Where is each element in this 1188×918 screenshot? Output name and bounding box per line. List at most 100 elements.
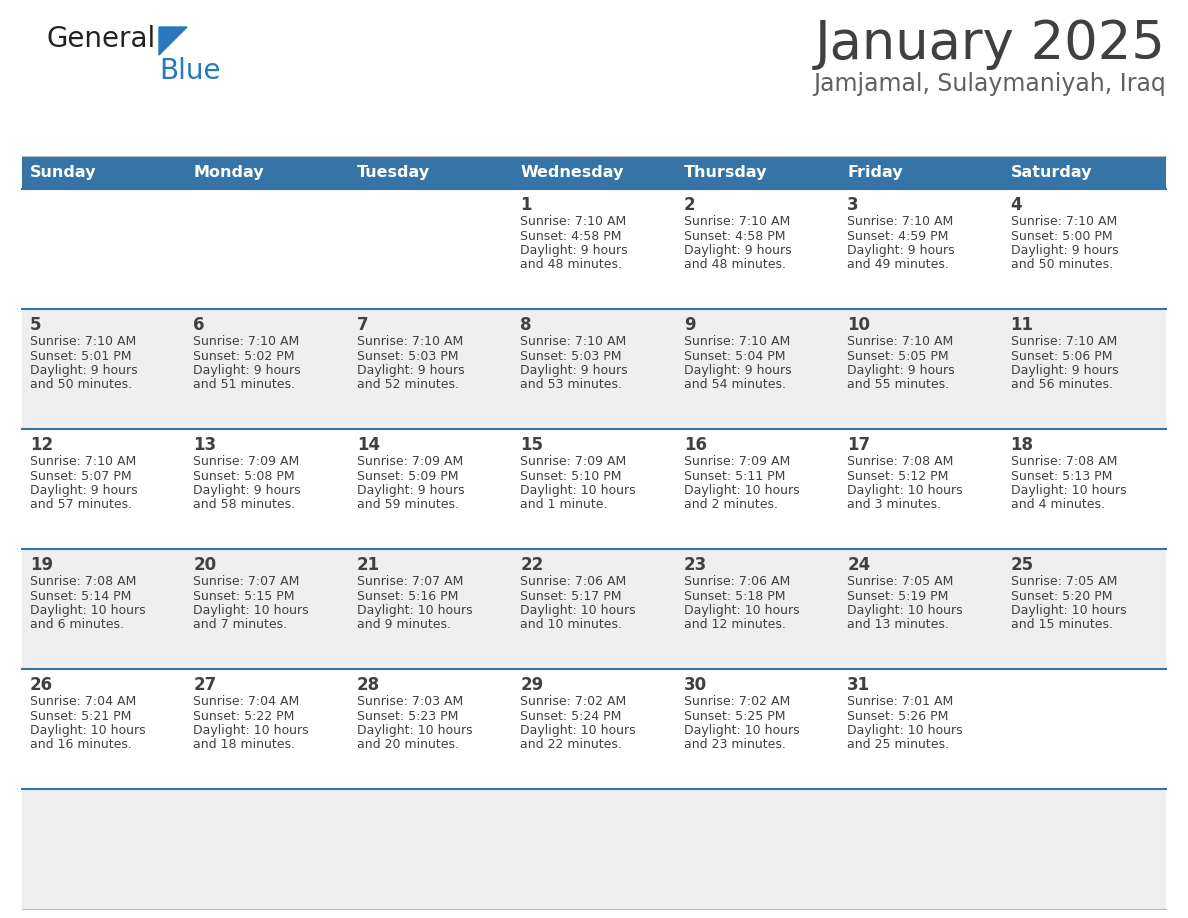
Text: Sunset: 5:02 PM: Sunset: 5:02 PM	[194, 350, 295, 363]
Text: Friday: Friday	[847, 165, 903, 180]
Text: and 16 minutes.: and 16 minutes.	[30, 738, 132, 752]
Text: Blue: Blue	[159, 57, 221, 85]
Bar	[23, 309, 1165, 429]
Text: Daylight: 9 hours: Daylight: 9 hours	[684, 364, 791, 377]
Text: Sunset: 5:08 PM: Sunset: 5:08 PM	[194, 469, 295, 483]
Text: and 59 minutes.: and 59 minutes.	[356, 498, 459, 511]
Text: 31: 31	[847, 676, 871, 694]
Text: Daylight: 9 hours: Daylight: 9 hours	[356, 364, 465, 377]
Text: 3: 3	[847, 196, 859, 214]
Bar	[23, 669, 1165, 789]
Text: Wednesday: Wednesday	[520, 165, 624, 180]
Text: Sunrise: 7:08 AM: Sunrise: 7:08 AM	[847, 455, 954, 468]
Text: Sunrise: 7:05 AM: Sunrise: 7:05 AM	[847, 575, 954, 588]
Text: Sunrise: 7:10 AM: Sunrise: 7:10 AM	[847, 215, 954, 228]
Text: Daylight: 10 hours: Daylight: 10 hours	[1011, 604, 1126, 617]
Text: Sunset: 5:01 PM: Sunset: 5:01 PM	[30, 350, 132, 363]
Text: Daylight: 9 hours: Daylight: 9 hours	[194, 364, 301, 377]
Text: Sunset: 5:00 PM: Sunset: 5:00 PM	[1011, 230, 1112, 242]
Text: 25: 25	[1011, 556, 1034, 574]
Text: and 4 minutes.: and 4 minutes.	[1011, 498, 1105, 511]
Text: Daylight: 9 hours: Daylight: 9 hours	[847, 364, 955, 377]
Text: Daylight: 10 hours: Daylight: 10 hours	[520, 604, 636, 617]
Text: 12: 12	[30, 436, 53, 454]
Text: 26: 26	[30, 676, 53, 694]
Text: 16: 16	[684, 436, 707, 454]
Text: Saturday: Saturday	[1011, 165, 1092, 180]
Text: Sunrise: 7:08 AM: Sunrise: 7:08 AM	[30, 575, 137, 588]
Text: and 18 minutes.: and 18 minutes.	[194, 738, 296, 752]
Text: Daylight: 10 hours: Daylight: 10 hours	[520, 724, 636, 737]
Text: and 7 minutes.: and 7 minutes.	[194, 619, 287, 632]
Text: Daylight: 10 hours: Daylight: 10 hours	[194, 604, 309, 617]
Text: Sunset: 5:17 PM: Sunset: 5:17 PM	[520, 589, 621, 602]
Text: 23: 23	[684, 556, 707, 574]
Text: 29: 29	[520, 676, 544, 694]
Text: Daylight: 10 hours: Daylight: 10 hours	[356, 604, 473, 617]
Text: 10: 10	[847, 316, 870, 334]
Text: and 6 minutes.: and 6 minutes.	[30, 619, 124, 632]
Text: 2: 2	[684, 196, 695, 214]
Text: 24: 24	[847, 556, 871, 574]
Bar	[185, 156, 349, 189]
Text: 18: 18	[1011, 436, 1034, 454]
Text: 27: 27	[194, 676, 216, 694]
Bar	[23, 156, 185, 189]
Text: and 2 minutes.: and 2 minutes.	[684, 498, 778, 511]
Text: and 57 minutes.: and 57 minutes.	[30, 498, 132, 511]
Text: Daylight: 9 hours: Daylight: 9 hours	[194, 484, 301, 497]
Text: and 15 minutes.: and 15 minutes.	[1011, 619, 1113, 632]
Text: Sunrise: 7:10 AM: Sunrise: 7:10 AM	[847, 335, 954, 348]
Text: 30: 30	[684, 676, 707, 694]
Text: and 12 minutes.: and 12 minutes.	[684, 619, 785, 632]
Text: Sunset: 5:13 PM: Sunset: 5:13 PM	[1011, 469, 1112, 483]
Text: Daylight: 10 hours: Daylight: 10 hours	[520, 484, 636, 497]
Text: Monday: Monday	[194, 165, 264, 180]
Text: Sunrise: 7:03 AM: Sunrise: 7:03 AM	[356, 695, 463, 708]
Text: and 23 minutes.: and 23 minutes.	[684, 738, 785, 752]
Text: and 52 minutes.: and 52 minutes.	[356, 378, 459, 391]
Text: Sunset: 4:58 PM: Sunset: 4:58 PM	[520, 230, 621, 242]
Text: 11: 11	[1011, 316, 1034, 334]
Text: Daylight: 10 hours: Daylight: 10 hours	[684, 724, 800, 737]
Text: Sunrise: 7:02 AM: Sunrise: 7:02 AM	[520, 695, 626, 708]
Text: Sunset: 5:11 PM: Sunset: 5:11 PM	[684, 469, 785, 483]
Text: Sunrise: 7:02 AM: Sunrise: 7:02 AM	[684, 695, 790, 708]
Text: and 58 minutes.: and 58 minutes.	[194, 498, 296, 511]
Text: General: General	[48, 25, 157, 53]
Text: Jamjamal, Sulaymaniyah, Iraq: Jamjamal, Sulaymaniyah, Iraq	[814, 72, 1165, 96]
Text: and 51 minutes.: and 51 minutes.	[194, 378, 296, 391]
Text: Sunrise: 7:10 AM: Sunrise: 7:10 AM	[1011, 215, 1117, 228]
Text: Sunset: 5:09 PM: Sunset: 5:09 PM	[356, 469, 459, 483]
Text: January 2025: January 2025	[815, 18, 1165, 70]
Text: and 48 minutes.: and 48 minutes.	[520, 259, 623, 272]
Text: Daylight: 10 hours: Daylight: 10 hours	[684, 604, 800, 617]
Bar	[23, 429, 1165, 549]
Text: 21: 21	[356, 556, 380, 574]
Text: Sunset: 5:16 PM: Sunset: 5:16 PM	[356, 589, 459, 602]
Text: Daylight: 10 hours: Daylight: 10 hours	[194, 724, 309, 737]
Polygon shape	[159, 27, 187, 55]
Text: Sunset: 4:58 PM: Sunset: 4:58 PM	[684, 230, 785, 242]
Text: Sunrise: 7:06 AM: Sunrise: 7:06 AM	[520, 575, 626, 588]
Text: Sunset: 5:03 PM: Sunset: 5:03 PM	[520, 350, 621, 363]
Text: 5: 5	[30, 316, 42, 334]
Text: Daylight: 10 hours: Daylight: 10 hours	[30, 604, 146, 617]
Text: Sunset: 5:03 PM: Sunset: 5:03 PM	[356, 350, 459, 363]
Bar	[349, 156, 512, 189]
Bar	[1003, 156, 1165, 189]
Text: 7: 7	[356, 316, 368, 334]
Text: Sunset: 5:14 PM: Sunset: 5:14 PM	[30, 589, 132, 602]
Text: and 1 minute.: and 1 minute.	[520, 498, 608, 511]
Text: Sunrise: 7:09 AM: Sunrise: 7:09 AM	[194, 455, 299, 468]
Text: Sunset: 5:15 PM: Sunset: 5:15 PM	[194, 589, 295, 602]
Text: Sunset: 5:26 PM: Sunset: 5:26 PM	[847, 710, 948, 722]
Text: and 48 minutes.: and 48 minutes.	[684, 259, 785, 272]
Text: and 3 minutes.: and 3 minutes.	[847, 498, 941, 511]
Bar	[23, 549, 1165, 669]
Text: Sunrise: 7:10 AM: Sunrise: 7:10 AM	[1011, 335, 1117, 348]
Text: Sunset: 5:21 PM: Sunset: 5:21 PM	[30, 710, 132, 722]
Text: Sunrise: 7:10 AM: Sunrise: 7:10 AM	[356, 335, 463, 348]
Text: Sunrise: 7:07 AM: Sunrise: 7:07 AM	[194, 575, 299, 588]
Text: 22: 22	[520, 556, 544, 574]
